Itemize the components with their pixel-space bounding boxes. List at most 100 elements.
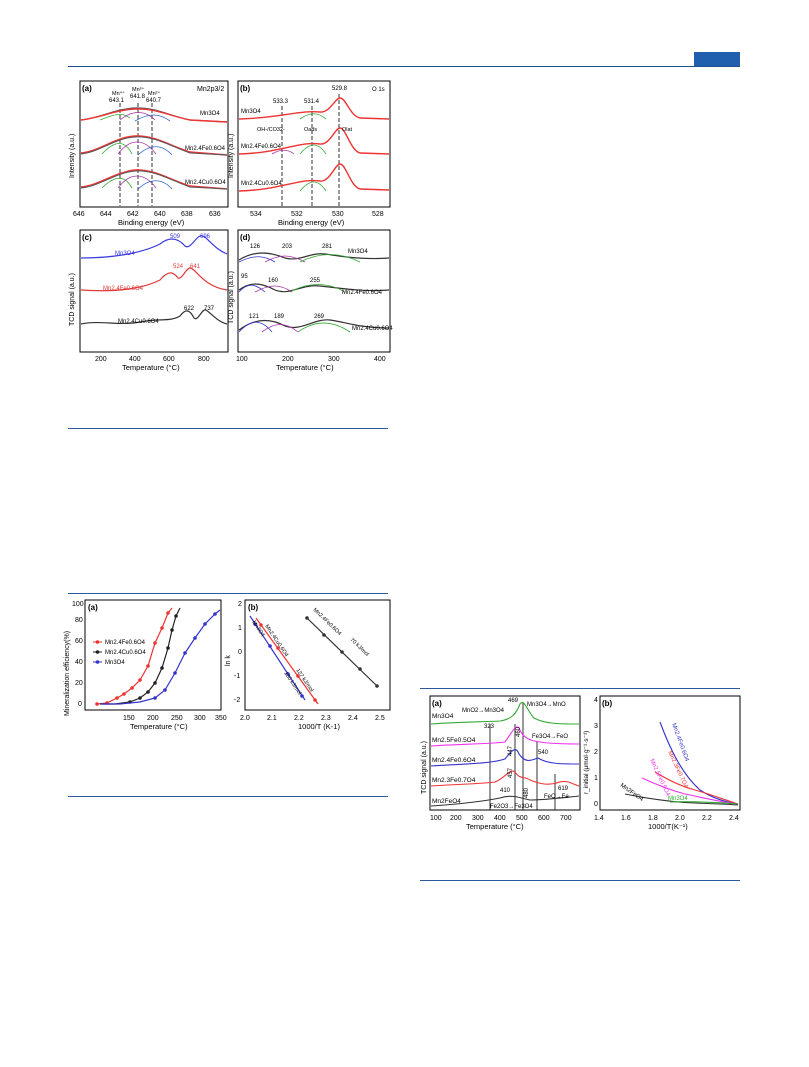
svg-text:OH-/CO32-: OH-/CO32- — [257, 127, 285, 133]
svg-text:530: 530 — [332, 211, 344, 218]
panel-b-xps-o: (b) O 1s 533.3 531.4 529.8 Mn3O4 Mn2.4Fe… — [228, 80, 391, 227]
svg-text:Mn3O4→MnO: Mn3O4→MnO — [527, 702, 566, 708]
svg-text:1.4: 1.4 — [594, 815, 604, 822]
svg-text:532: 532 — [291, 211, 303, 218]
svg-text:Oads: Oads — [304, 127, 317, 133]
svg-text:Olat: Olat — [342, 127, 353, 133]
panel-d-tpr: (d) 126 203 281 Mn3O4 95 160 255 Mn2.4Fe… — [228, 229, 393, 372]
figure-rule — [420, 880, 740, 881]
svg-text:269: 269 — [314, 314, 325, 320]
svg-text:Mn3O4: Mn3O4 — [241, 109, 261, 115]
panel-b-arrhenius: (b) Mn3O4 Mn2.4Cu0.6O4 Mn2.4Fe0.6O4 130 … — [225, 599, 391, 731]
svg-text:0: 0 — [78, 701, 82, 708]
svg-text:2.2: 2.2 — [702, 815, 712, 822]
svg-text:281: 281 — [322, 244, 333, 250]
svg-text:255: 255 — [310, 278, 321, 284]
svg-text:524: 524 — [173, 264, 184, 270]
figure-rule — [68, 428, 388, 429]
mn-peak-2: 641.8 — [130, 94, 146, 100]
svg-text:95: 95 — [241, 274, 248, 280]
svg-text:Intensity (a.u.): Intensity (a.u.) — [228, 134, 235, 178]
svg-text:Mn2.4Fe0.6O4: Mn2.4Fe0.6O4 — [312, 607, 343, 637]
svg-text:Fe2O3→Fe3O4: Fe2O3→Fe3O4 — [490, 804, 533, 810]
svg-text:100: 100 — [72, 601, 84, 608]
svg-text:80: 80 — [75, 617, 83, 624]
svg-text:60: 60 — [75, 638, 83, 645]
svg-text:0: 0 — [238, 649, 242, 656]
svg-text:Mn3O4: Mn3O4 — [668, 796, 688, 802]
svg-text:Temperature (°C): Temperature (°C) — [122, 363, 180, 372]
svg-text:800: 800 — [198, 356, 210, 363]
svg-text:2.0: 2.0 — [240, 715, 250, 722]
svg-text:1.8: 1.8 — [648, 815, 658, 822]
svg-text:529.8: 529.8 — [332, 86, 348, 92]
figure-tpr-fe: (a) Mn3O4 Mn2.5Fe0.5O4 Mn2.4Fe0.6O4 Mn2.… — [420, 694, 745, 844]
svg-text:533.3: 533.3 — [273, 99, 289, 105]
svg-text:70 kJ/mol: 70 kJ/mol — [349, 637, 370, 658]
svg-text:200: 200 — [282, 356, 294, 363]
svg-text:1: 1 — [594, 775, 598, 782]
svg-text:(a): (a) — [432, 699, 442, 708]
svg-text:1.6: 1.6 — [621, 815, 631, 822]
svg-text:2.2: 2.2 — [294, 715, 304, 722]
svg-text:40: 40 — [75, 659, 83, 666]
svg-text:Mn2.4Fe0.6O4: Mn2.4Fe0.6O4 — [105, 640, 146, 646]
svg-text:600: 600 — [538, 815, 550, 822]
svg-text:600: 600 — [163, 356, 175, 363]
mn-peak-1: 643.1 — [109, 98, 125, 104]
svg-text:200: 200 — [95, 356, 107, 363]
mn-curve-1: Mn3O4 — [200, 111, 220, 117]
svg-text:Mn2.4Cu0.6O4: Mn2.4Cu0.6O4 — [118, 319, 159, 325]
svg-text:2.4: 2.4 — [729, 815, 739, 822]
svg-text:(d): (d) — [240, 233, 251, 242]
panel-a-xps-mn: (a) Mn2p3/2 Mn⁴⁺ 643.1 Mn³⁺ 641.8 Mn²⁺ 6… — [69, 80, 229, 227]
svg-text:2.1: 2.1 — [267, 715, 277, 722]
panel-c-tpr: (c) Mn3O4 509 696 Mn2.4Fe0.6O4 524 641 M… — [69, 229, 229, 372]
svg-text:TCD signal (a.u.): TCD signal (a.u.) — [421, 741, 428, 794]
figure-mineralization: (a) Mn2.4Fe0.6O4 Mn2.4Cu0.6O4 — [60, 598, 395, 748]
svg-text:ln k: ln k — [225, 655, 232, 666]
svg-text:160: 160 — [268, 278, 279, 284]
figure-xps-tpr: (a) Mn2p3/2 Mn⁴⁺ 643.1 Mn³⁺ 641.8 Mn²⁺ 6… — [60, 78, 395, 398]
svg-text:2.4: 2.4 — [348, 715, 358, 722]
svg-text:TCD signal (a.u.): TCD signal (a.u.) — [228, 271, 235, 324]
svg-text:Mn⁴⁺: Mn⁴⁺ — [112, 90, 125, 97]
svg-text:FeO→Fe: FeO→Fe — [544, 794, 569, 800]
svg-text:Mn2.4Fe0.6O4: Mn2.4Fe0.6O4 — [432, 757, 476, 764]
svg-text:203: 203 — [282, 244, 293, 250]
svg-text:(b): (b) — [248, 603, 259, 612]
svg-text:Mn2.4Cu0.6O4: Mn2.4Cu0.6O4 — [105, 650, 146, 656]
svg-text:1000/T (K-1): 1000/T (K-1) — [298, 722, 340, 731]
svg-text:Temperature (°C): Temperature (°C) — [276, 363, 334, 372]
panel-b-title: O 1s — [372, 87, 385, 93]
svg-text:(b): (b) — [602, 699, 613, 708]
svg-text:150: 150 — [123, 715, 135, 722]
svg-text:400: 400 — [129, 356, 141, 363]
svg-text:509: 509 — [170, 234, 181, 240]
svg-text:534: 534 — [250, 211, 262, 218]
svg-text:737: 737 — [204, 306, 215, 312]
svg-text:100: 100 — [430, 815, 442, 822]
svg-text:3: 3 — [594, 723, 598, 730]
mn-curve-3: Mn2.4Cu0.6O4 — [185, 180, 226, 186]
svg-text:Temperature (°C): Temperature (°C) — [466, 822, 524, 831]
svg-text:Mn2.5Fe0.5O4: Mn2.5Fe0.5O4 — [432, 737, 476, 744]
panel-a-title: Mn2p3/2 — [197, 86, 224, 93]
svg-text:-1: -1 — [234, 673, 240, 680]
svg-text:Mn3O4: Mn3O4 — [115, 251, 135, 257]
svg-text:323: 323 — [484, 724, 495, 730]
svg-text:2.5: 2.5 — [375, 715, 385, 722]
mn-curve-2: Mn2.4Fe0.6O4 — [185, 146, 226, 152]
svg-text:700: 700 — [560, 815, 572, 822]
svg-text:-2: -2 — [234, 697, 240, 704]
panel-a-mineralization: (a) Mn2.4Fe0.6O4 Mn2.4Cu0.6O4 — [64, 599, 227, 731]
svg-text:644: 644 — [100, 211, 112, 218]
panel-a-tpr-fe: (a) Mn3O4 Mn2.5Fe0.5O4 Mn2.4Fe0.6O4 Mn2.… — [421, 695, 581, 831]
panel-a-xlabel: Binding energy (eV) — [118, 218, 185, 227]
svg-text:Mn2.4Fe0.6O4: Mn2.4Fe0.6O4 — [342, 290, 383, 296]
svg-text:640: 640 — [154, 211, 166, 218]
svg-text:480: 480 — [524, 787, 530, 798]
svg-text:Mn2.4Cu0.6O4: Mn2.4Cu0.6O4 — [263, 624, 289, 658]
svg-text:Mn3O4: Mn3O4 — [432, 713, 454, 720]
svg-text:619: 619 — [558, 786, 569, 792]
